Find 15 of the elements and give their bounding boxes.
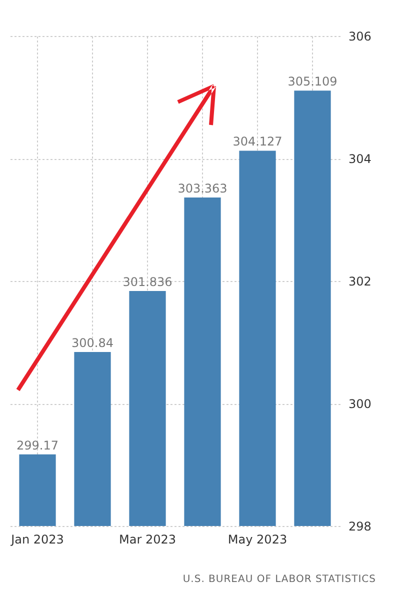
data-label: 305.109 [288,74,338,89]
data-label: 299.17 [16,438,58,452]
y-tick-label: 300 [348,397,372,411]
data-label: 303.363 [178,182,228,196]
y-tick-label: 306 [348,30,372,44]
x-tick-label: Jan 2023 [10,532,64,546]
x-tick-label: May 2023 [228,532,288,546]
y-tick-label: 298 [348,520,372,534]
data-label: 304.127 [232,134,282,149]
text: U.S. BUREAU OF LABOR STATISTICS [182,574,376,585]
x-tick-label: Mar 2023 [119,532,176,546]
y-tick-label: 304 [348,152,372,166]
data-label: 301.836 [122,275,172,290]
data-label: 300.84 [72,336,114,350]
y-tick-label: 302 [348,274,372,288]
